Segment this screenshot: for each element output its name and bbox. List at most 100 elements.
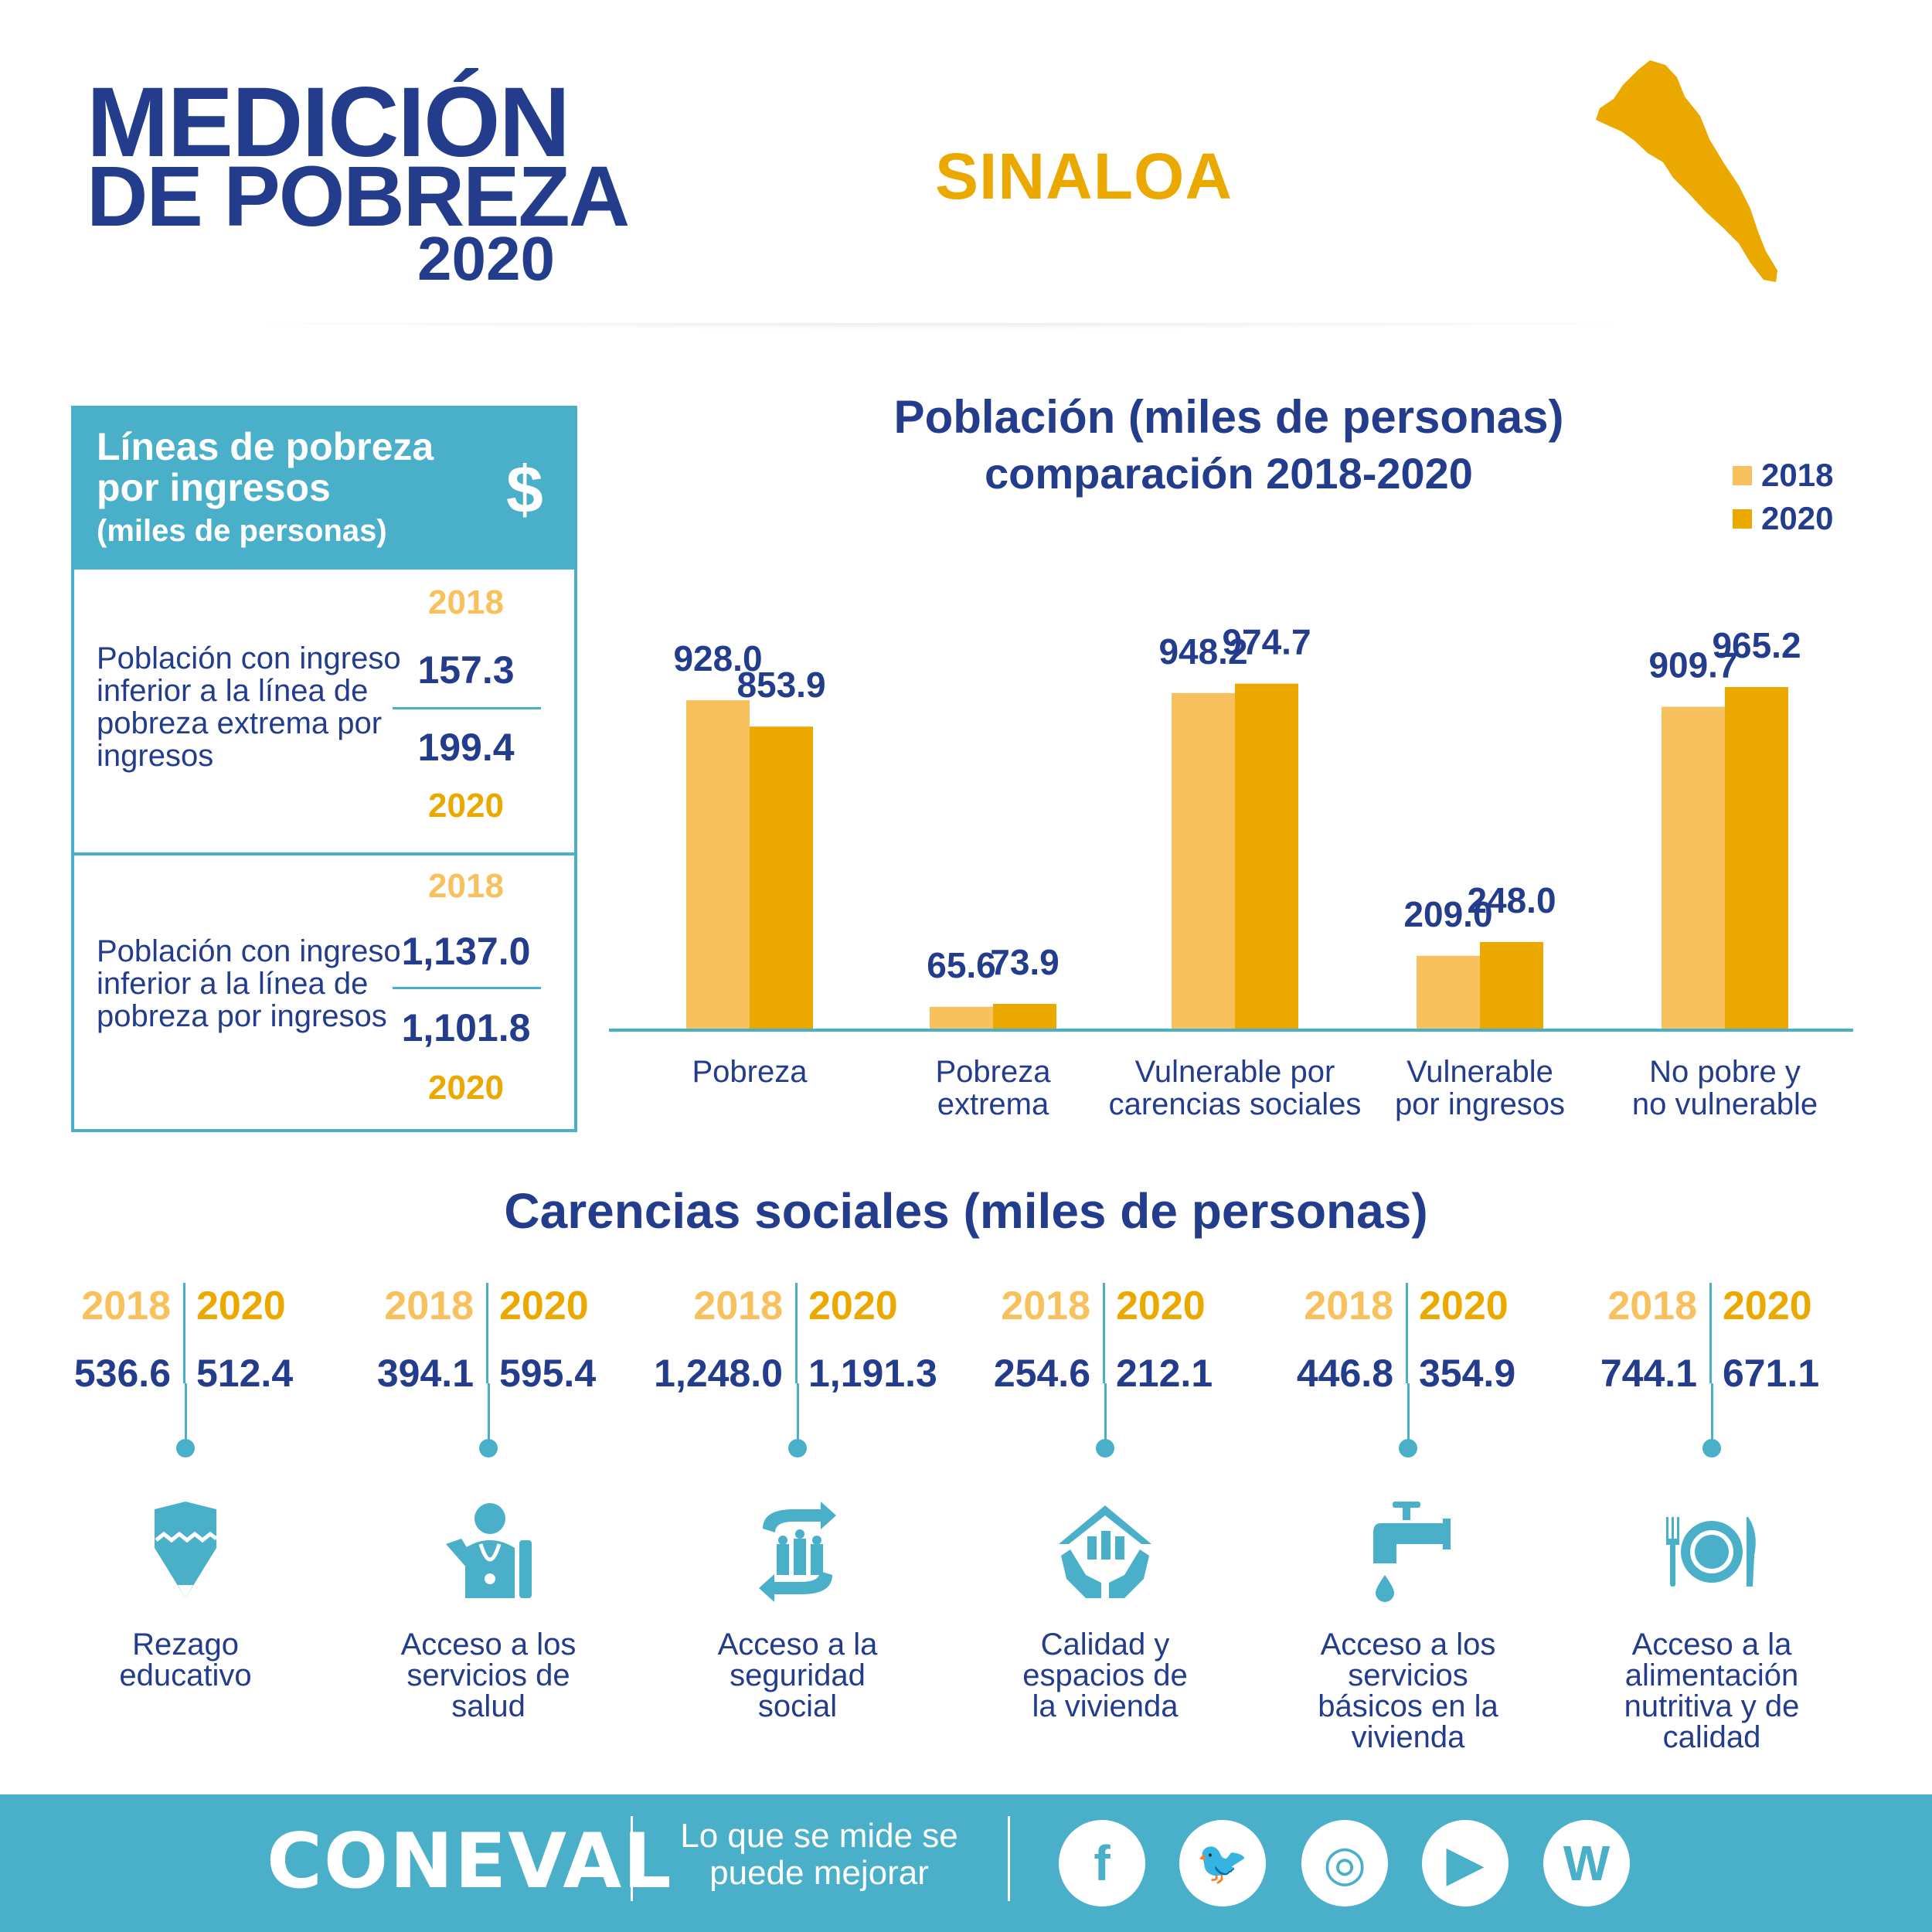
population-bar-chart: 928.0853.9Pobreza65.673.9Pobrezaextrema9… bbox=[609, 622, 1853, 1121]
bar-2020-1 bbox=[750, 726, 813, 1030]
poverty-year-2018: 2018 bbox=[428, 867, 504, 905]
connector-dot bbox=[1702, 1439, 1721, 1458]
carencia-2020-column: 2020 354.9 bbox=[1408, 1283, 1563, 1395]
carencia-values: 2018 394.1 2020 595.4 bbox=[334, 1283, 643, 1395]
faucet-icon bbox=[1354, 1499, 1462, 1604]
youtube-icon[interactable]: ▶ bbox=[1422, 1820, 1509, 1906]
carencia-year-2018: 2018 bbox=[1304, 1284, 1393, 1328]
logo-title-line1: MEDICIÓN bbox=[87, 67, 570, 178]
carencia-label-line: Rezago bbox=[132, 1628, 239, 1662]
carencia-label-line: seguridad bbox=[730, 1658, 866, 1692]
carencia-year-2018: 2018 bbox=[1001, 1284, 1090, 1328]
carencia-value-2020: 354.9 bbox=[1419, 1352, 1516, 1395]
carencia-label-line: Acceso a los bbox=[1320, 1628, 1496, 1662]
carencia-value-2020: 212.1 bbox=[1116, 1352, 1213, 1395]
poverty-lines-header bbox=[71, 406, 577, 570]
carencia-2018-column: 2018 394.1 bbox=[334, 1283, 488, 1395]
carencia-value-2020: 671.1 bbox=[1723, 1352, 1820, 1395]
instagram-icon[interactable]: ◎ bbox=[1301, 1820, 1388, 1906]
twitter-icon[interactable]: 🐦 bbox=[1179, 1820, 1266, 1906]
bar-2018-2 bbox=[930, 1006, 993, 1030]
logo-year: 2020 bbox=[417, 224, 555, 293]
legend-swatch-2020 bbox=[1733, 509, 1752, 529]
carencia-value-2018: 254.6 bbox=[993, 1352, 1090, 1395]
carencia-2018-column: 2018 254.6 bbox=[951, 1283, 1105, 1395]
legend-item-2018: 2018 bbox=[1733, 454, 1833, 497]
carencia-label: Acceso a los servicios básicos en la vivien… bbox=[1253, 1629, 1563, 1753]
carencia-value-2020: 595.4 bbox=[499, 1352, 597, 1395]
data-label-2020-2: 73.9 bbox=[990, 942, 1060, 982]
wordpress-icon[interactable]: W bbox=[1543, 1820, 1630, 1906]
carencia-label: Acceso a la seguridad social bbox=[643, 1629, 952, 1722]
header-divider bbox=[73, 323, 1808, 343]
state-name: SINALOA bbox=[935, 140, 1233, 213]
bar-2018-3 bbox=[1172, 692, 1235, 1030]
category-label-3: carencias sociales bbox=[1109, 1087, 1362, 1121]
carencia-values: 2018 536.6 2020 512.4 bbox=[31, 1283, 340, 1395]
carencia-values: 2018 254.6 2020 212.1 bbox=[951, 1283, 1260, 1395]
carencia-label: Calidad y espacios de la vivienda bbox=[951, 1629, 1260, 1722]
carencia-year-2020: 2020 bbox=[499, 1284, 589, 1328]
carencia-label-line: espacios de bbox=[1022, 1658, 1188, 1692]
carencia-2020-column: 2020 512.4 bbox=[185, 1283, 340, 1395]
carencia-label-line: servicios de bbox=[406, 1658, 570, 1692]
connector-dot bbox=[788, 1439, 807, 1458]
carencia-values: 2018 446.8 2020 354.9 bbox=[1253, 1283, 1563, 1395]
carencia-value-2020: 1,191.3 bbox=[808, 1352, 937, 1395]
bar-2018-5 bbox=[1662, 706, 1725, 1030]
legend-label-2020: 2020 bbox=[1761, 500, 1834, 536]
carencia-label-line: Calidad y bbox=[1040, 1628, 1170, 1662]
carencia-year-2020: 2020 bbox=[808, 1284, 898, 1328]
carencia-2020-column: 2020 212.1 bbox=[1105, 1283, 1260, 1395]
extreme-year-2020: 2020 bbox=[428, 787, 504, 825]
bar-2020-3 bbox=[1235, 683, 1298, 1030]
carencia-year-2020: 2020 bbox=[1116, 1284, 1206, 1328]
footer-divider bbox=[631, 1816, 633, 1901]
carencia-2018-column: 2018 536.6 bbox=[31, 1283, 185, 1395]
carencia-2020-column: 2020 1,191.3 bbox=[798, 1283, 952, 1395]
legend-item-2020: 2020 bbox=[1733, 497, 1833, 540]
connector-line bbox=[1104, 1383, 1107, 1445]
footer-slogan: Lo que se mide se puede mejorar bbox=[680, 1817, 958, 1892]
bar-2020-4 bbox=[1480, 941, 1543, 1030]
footer-divider bbox=[1008, 1816, 1010, 1901]
carencia-item-5: 2018 446.8 2020 354.9 bbox=[1253, 1283, 1563, 1395]
data-label-2018-2: 65.6 bbox=[927, 945, 996, 985]
carencias-title: Carencias sociales (miles de personas) bbox=[504, 1183, 1428, 1239]
carencia-value-2018: 536.6 bbox=[73, 1352, 171, 1395]
carencia-item-4: 2018 254.6 2020 212.1 bbox=[951, 1283, 1260, 1395]
carencia-label: Acceso a la alimentación nutritiva y de cal… bbox=[1557, 1629, 1866, 1753]
connector-dot bbox=[479, 1439, 498, 1458]
carencia-year-2018: 2018 bbox=[693, 1284, 783, 1328]
extreme-poverty-line-label: Población con ingreso inferior a la líne… bbox=[97, 641, 401, 773]
carencia-label: Acceso a los servicios de salud bbox=[334, 1629, 643, 1722]
carencia-year-2018: 2018 bbox=[384, 1284, 474, 1328]
category-label-1: Pobreza bbox=[692, 1055, 808, 1089]
carencia-label-line: educativo bbox=[119, 1658, 252, 1692]
category-label-4: por ingresos bbox=[1395, 1087, 1565, 1121]
carencia-value-2020: 512.4 bbox=[196, 1352, 294, 1395]
data-label-2020-3: 974.7 bbox=[1222, 622, 1311, 662]
carencia-2020-column: 2020 671.1 bbox=[1712, 1283, 1866, 1395]
poverty-line-label: Población con ingreso inferior a la líne… bbox=[97, 934, 401, 1033]
sinaloa-map-icon bbox=[1596, 60, 1777, 282]
social-security-icon bbox=[743, 1499, 852, 1604]
carencia-label-line: nutritiva y de bbox=[1624, 1689, 1800, 1723]
bar-2020-2 bbox=[993, 1004, 1056, 1030]
connector-dot bbox=[1399, 1439, 1417, 1458]
carencia-item-2: 2018 394.1 2020 595.4 bbox=[334, 1283, 643, 1395]
carencia-label-line: salud bbox=[451, 1689, 526, 1723]
coneval-logo: CONEVAL bbox=[267, 1818, 673, 1906]
bar-2018-1 bbox=[686, 700, 750, 1030]
data-label-2018-4: 209.0 bbox=[1403, 894, 1492, 934]
facebook-icon[interactable]: f bbox=[1059, 1820, 1145, 1906]
dollar-icon: $ bbox=[506, 453, 543, 527]
data-label-2018-3: 948.2 bbox=[1158, 631, 1247, 672]
carencia-item-6: 2018 744.1 2020 671.1 bbox=[1557, 1283, 1866, 1395]
carencia-label-line: servicios bbox=[1348, 1658, 1468, 1692]
category-label-2: extrema bbox=[937, 1087, 1049, 1121]
pencil-icon bbox=[131, 1499, 240, 1604]
logo-title-line2: DE POBREZA bbox=[87, 149, 630, 244]
poverty-year-2020: 2020 bbox=[428, 1069, 504, 1107]
carencia-2018-column: 2018 1,248.0 bbox=[643, 1283, 798, 1395]
